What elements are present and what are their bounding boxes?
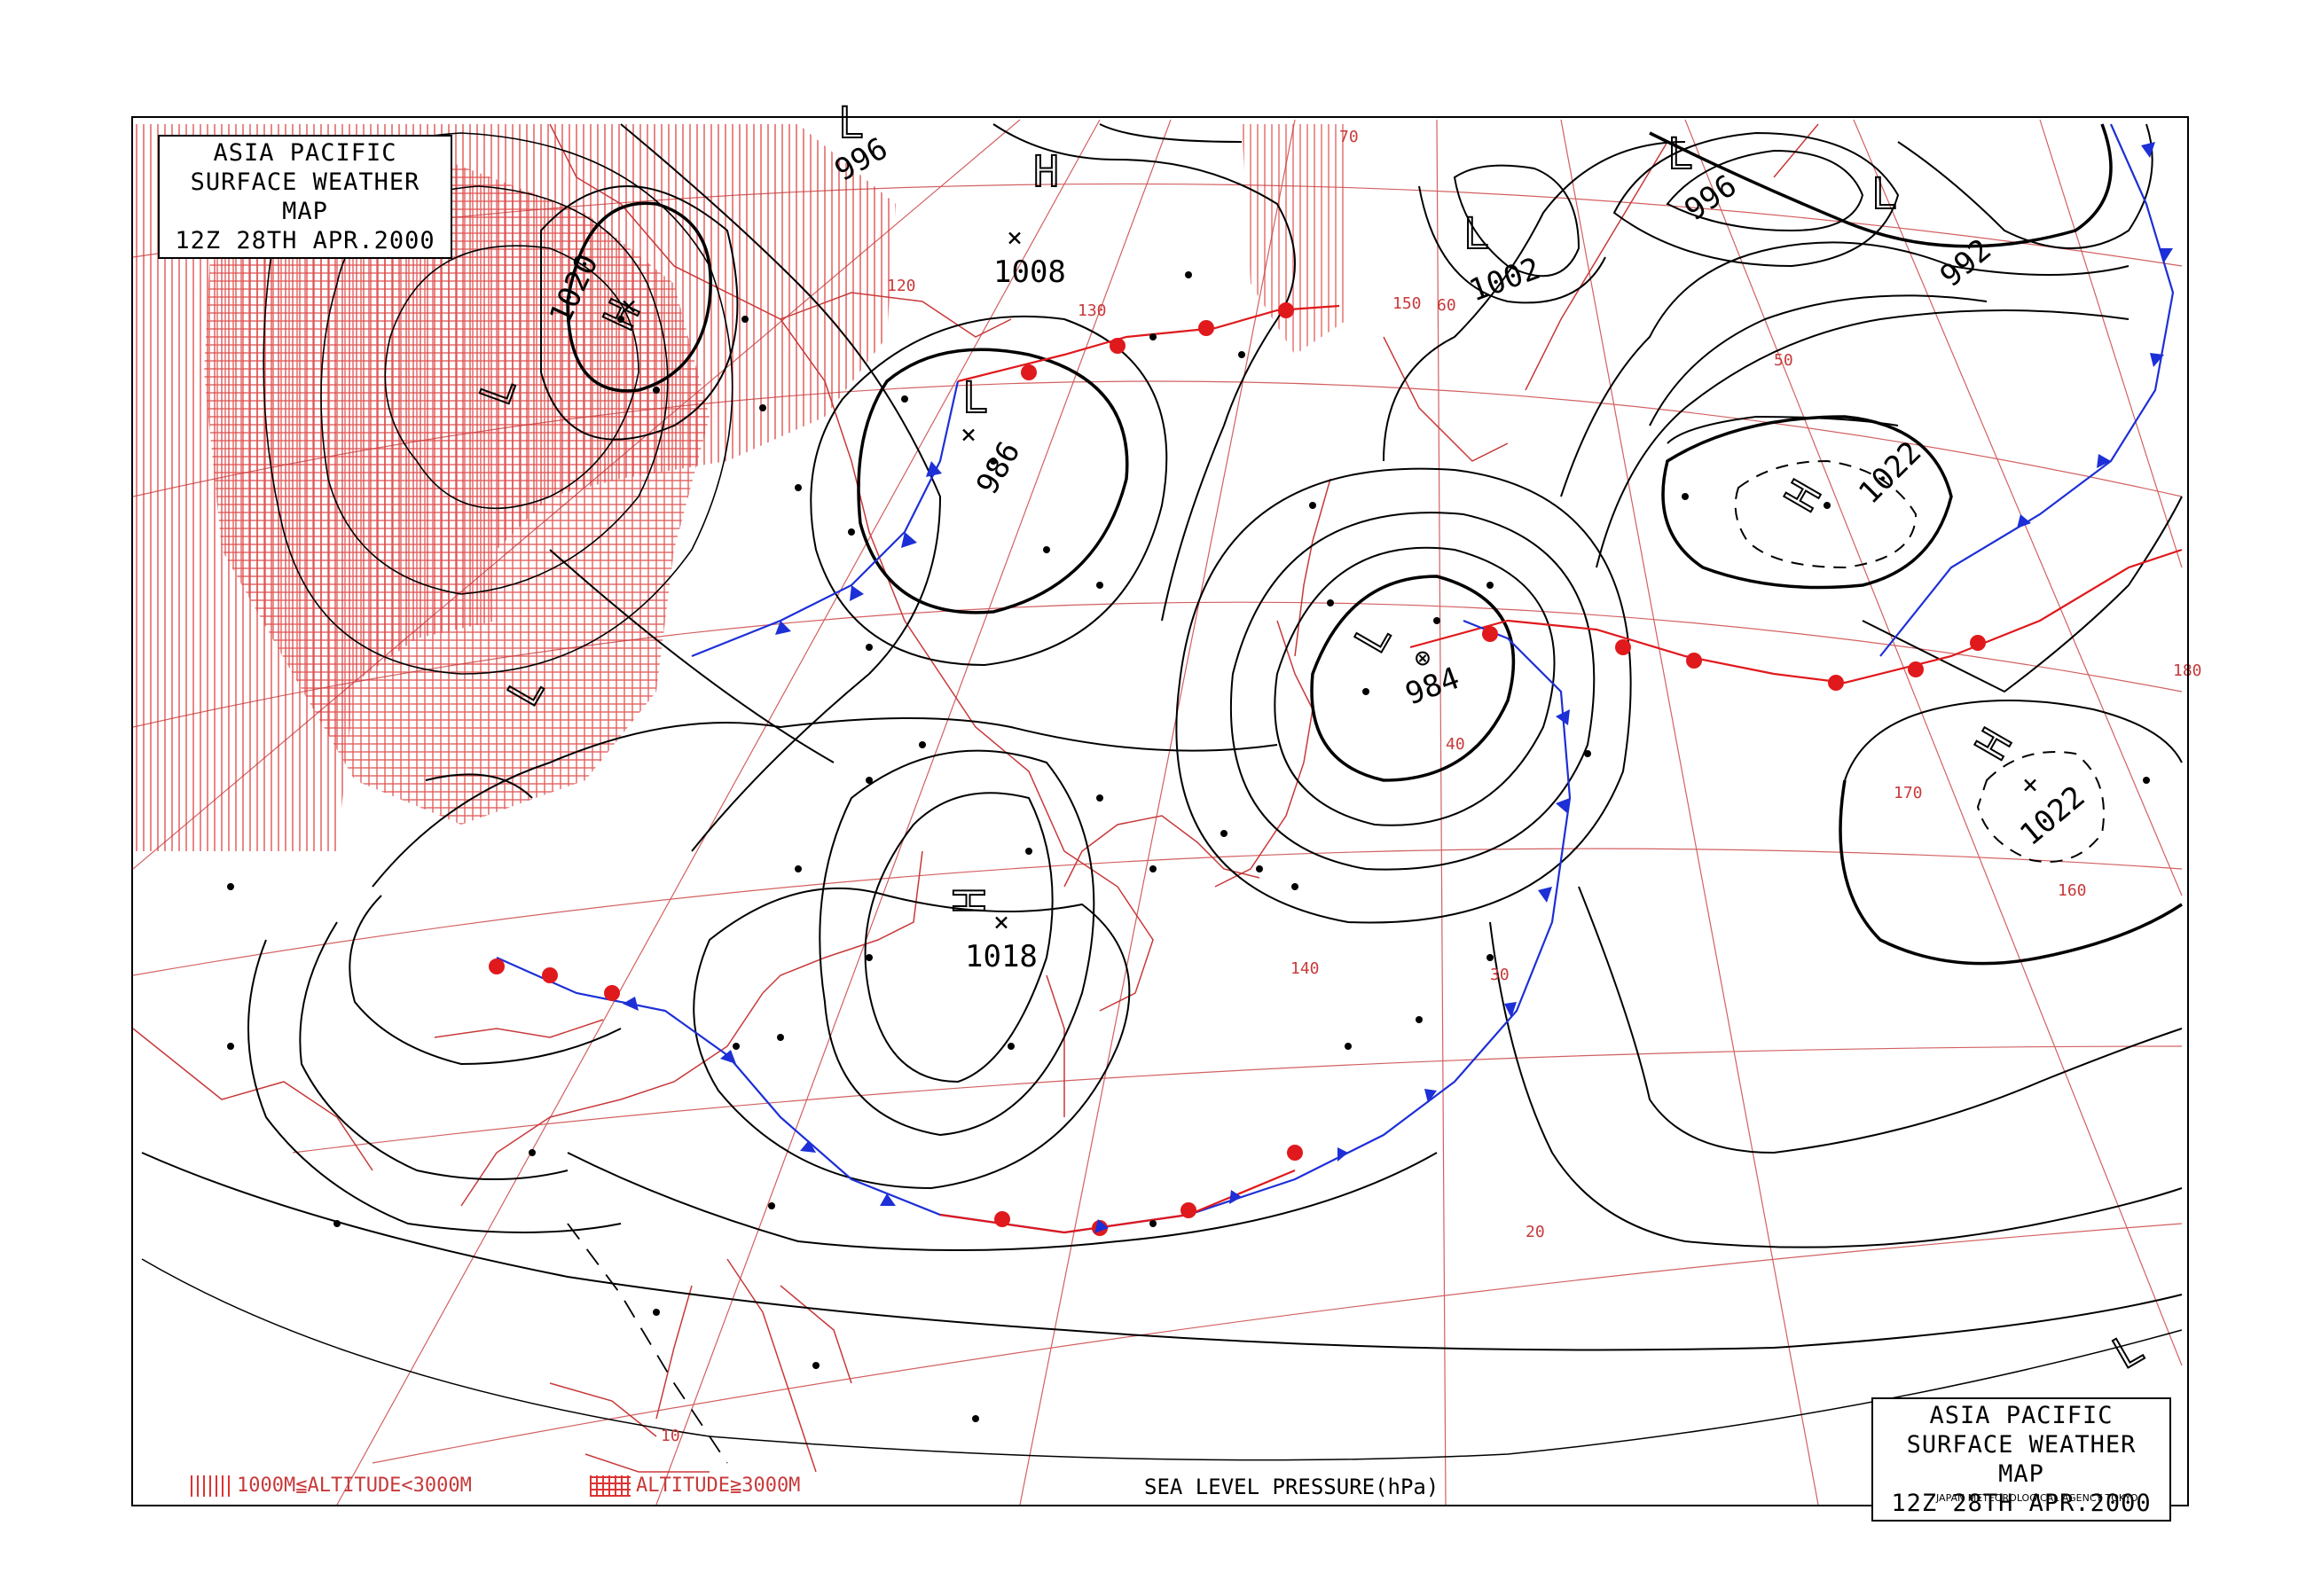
terrain-mountain bbox=[204, 160, 710, 825]
svg-text:L: L bbox=[962, 373, 988, 423]
svg-text:130: 130 bbox=[1078, 301, 1107, 320]
svg-text:70: 70 bbox=[1339, 128, 1359, 146]
svg-text:⊗: ⊗ bbox=[1415, 643, 1431, 674]
station-plots bbox=[227, 271, 2150, 1422]
svg-text:×: × bbox=[2022, 770, 2038, 801]
svg-text:H: H bbox=[1033, 147, 1059, 197]
warm-front-east bbox=[1409, 548, 2183, 685]
pressure-unit-label: SEA LEVEL PRESSURE(hPa) bbox=[1144, 1475, 1439, 1499]
svg-text:10: 10 bbox=[661, 1427, 680, 1445]
highland-hatch-swatch bbox=[191, 1475, 231, 1497]
mountain-hatch-swatch bbox=[590, 1475, 631, 1497]
svg-text:20: 20 bbox=[1526, 1223, 1545, 1241]
title-line-1: ASIA PACIFIC bbox=[213, 139, 397, 167]
svg-text:170: 170 bbox=[1894, 784, 1923, 802]
title-line-3: 12Z 28TH APR.2000 bbox=[1891, 1490, 2152, 1517]
svg-text:1018: 1018 bbox=[965, 939, 1038, 974]
svg-text:160: 160 bbox=[2058, 881, 2087, 900]
isobars bbox=[141, 123, 2183, 1464]
high-pressure-center: H 1018 × bbox=[945, 887, 1038, 974]
svg-text:30: 30 bbox=[1490, 966, 1510, 984]
legend-highland-label: 1000M≦ALTITUDE<3000M bbox=[237, 1475, 472, 1497]
title-line-1: ASIA PACIFIC bbox=[1929, 1402, 2114, 1429]
svg-text:×: × bbox=[621, 291, 637, 322]
title-line-2: SURFACE WEATHER MAP bbox=[1906, 1431, 2137, 1488]
cold-front-north-east bbox=[1879, 123, 2175, 657]
latitude-labels: 70 60 50 40 30 20 10 bbox=[661, 128, 1793, 1445]
title-line-3: 12Z 28TH APR.2000 bbox=[175, 227, 435, 254]
svg-text:140: 140 bbox=[1290, 959, 1320, 978]
svg-text:×: × bbox=[993, 907, 1009, 938]
svg-text:60: 60 bbox=[1437, 296, 1456, 315]
svg-text:L: L bbox=[1667, 129, 1693, 179]
svg-text:50: 50 bbox=[1774, 351, 1793, 370]
svg-text:120: 120 bbox=[887, 277, 916, 295]
map-title-bottom-right: ASIA PACIFIC SURFACE WEATHER MAP 12Z 28T… bbox=[1871, 1397, 2171, 1522]
legend-highland: 1000M≦ALTITUDE<3000M bbox=[191, 1475, 472, 1497]
svg-text:L: L bbox=[838, 98, 864, 148]
front-symbols bbox=[489, 142, 2173, 1236]
high-pressure-center: H 1008 × bbox=[993, 146, 1066, 290]
svg-text:40: 40 bbox=[1446, 735, 1465, 754]
svg-text:L: L bbox=[1871, 169, 1897, 219]
svg-text:×: × bbox=[1007, 223, 1023, 254]
svg-text:L: L bbox=[1463, 209, 1489, 259]
svg-text:×: × bbox=[961, 419, 977, 450]
coastlines bbox=[133, 123, 1819, 1473]
title-line-2: SURFACE WEATHER MAP bbox=[190, 168, 420, 225]
legend-mountain: ALTITUDE≧3000M bbox=[590, 1475, 800, 1497]
svg-text:H: H bbox=[945, 888, 995, 913]
agency-credit: JAPAN METEOROLOGICAL AGENCY TOKYO bbox=[1936, 1492, 2138, 1504]
cold-front-north bbox=[691, 380, 960, 658]
svg-text:1008: 1008 bbox=[993, 254, 1066, 290]
legend-mountain-label: ALTITUDE≧3000M bbox=[636, 1475, 801, 1497]
map-frame bbox=[131, 116, 2189, 1506]
map-title-top-left: ASIA PACIFIC SURFACE WEATHER MAP 12Z 28T… bbox=[158, 135, 452, 259]
svg-text:150: 150 bbox=[1392, 294, 1422, 313]
